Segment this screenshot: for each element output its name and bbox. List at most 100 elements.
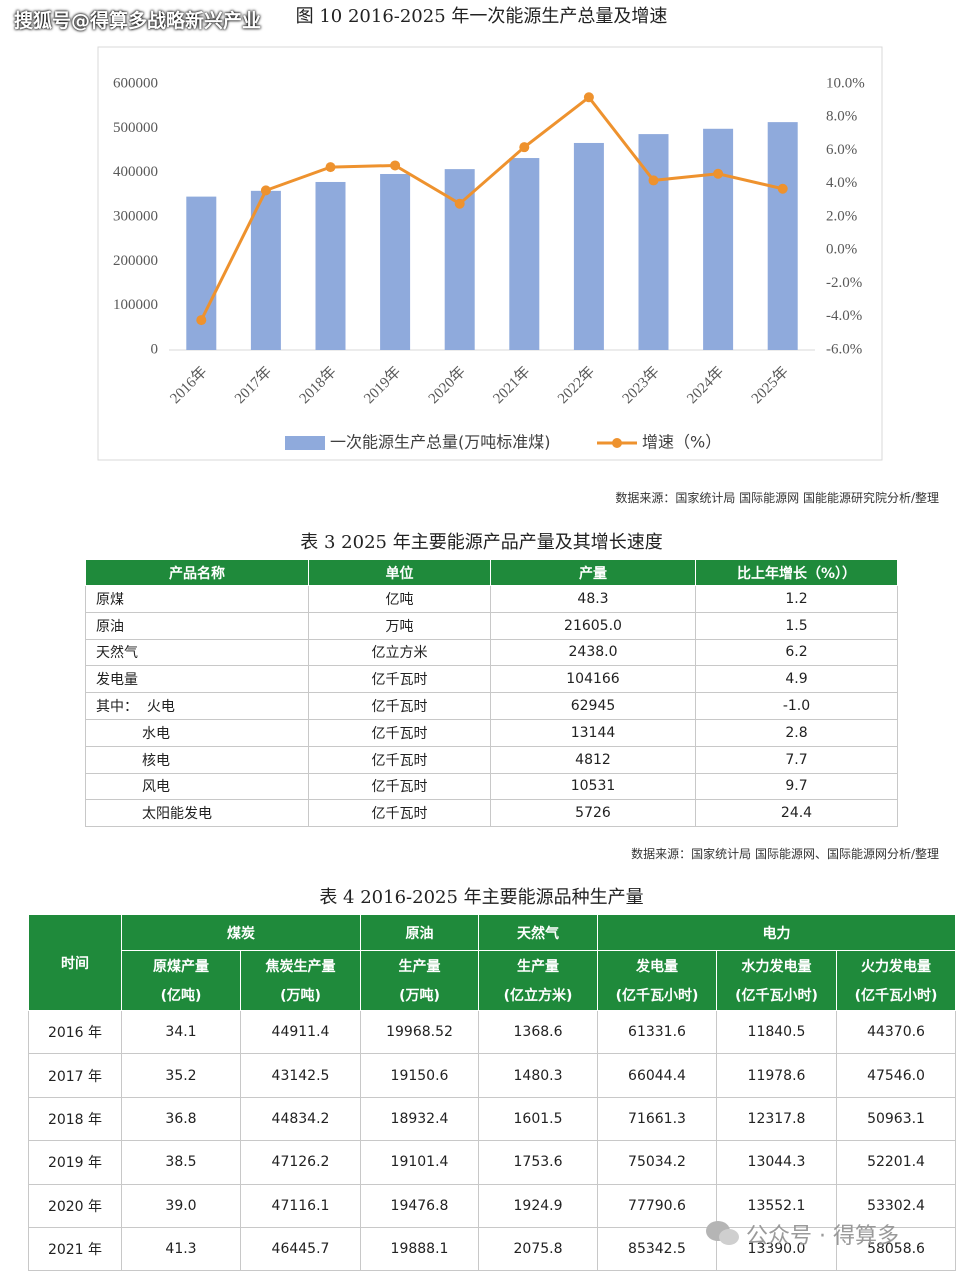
table-cell: 1601.5 bbox=[478, 1096, 598, 1142]
table-cell: 52201.4 bbox=[835, 1140, 957, 1185]
x-tick-label: 2025年 bbox=[748, 363, 792, 407]
x-tick-label: 2021年 bbox=[490, 363, 534, 407]
table-cell: 13144 bbox=[490, 718, 696, 747]
y2-tick-label: 2.0% bbox=[826, 208, 857, 224]
table-cell: 1924.9 bbox=[478, 1183, 598, 1228]
line bbox=[199, 95, 784, 321]
table-cell: 43142.5 bbox=[240, 1053, 361, 1098]
table-cell: 2017 年 bbox=[28, 1053, 122, 1098]
header-cell: 原油 bbox=[360, 914, 479, 951]
table-cell: 2016 年 bbox=[28, 1009, 122, 1055]
table-cell: 62945 bbox=[490, 692, 696, 720]
table-cell: 核电 bbox=[85, 745, 309, 774]
column-unit: (万吨) bbox=[399, 988, 440, 1004]
table-cell: 2075.8 bbox=[478, 1226, 598, 1272]
bar bbox=[509, 158, 540, 350]
table-cell: 2021 年 bbox=[28, 1226, 122, 1272]
table-cell: 53302.4 bbox=[835, 1183, 957, 1228]
x-tick-label: 2024年 bbox=[684, 363, 728, 407]
table-cell: 2019 年 bbox=[28, 1140, 122, 1185]
table-cell: 4.9 bbox=[695, 665, 898, 694]
table: 时间 煤炭 原油 天然气 电力 原煤产量 (亿吨) 焦炭生产量 (万吨) 生产量 (万吨) 生产量 (亿… bbox=[28, 914, 957, 1272]
table-cell: 太阳能发电 bbox=[85, 799, 309, 828]
line-marker bbox=[196, 315, 207, 326]
bar bbox=[186, 196, 217, 350]
table-cell: 1753.6 bbox=[478, 1140, 598, 1185]
x-tick-label: 2018年 bbox=[296, 363, 340, 407]
table-cell: 亿立方米 bbox=[308, 638, 491, 667]
watermark: 搜狐号@得算多战略新兴产业 bbox=[14, 10, 262, 32]
table-cell: 24.4 bbox=[695, 799, 898, 828]
table-cell: 50963.1 bbox=[835, 1096, 957, 1142]
table-row: 2018 年 36.8 44834.2 18932.4 1601.5 71661.3 123… bbox=[28, 1096, 957, 1142]
figure-title: 图 10 2016-2025 年一次能源生产总量及增速 bbox=[295, 6, 668, 27]
table-row: 天然气 亿立方米 2438.0 6.2 bbox=[85, 638, 898, 667]
column-unit: (万吨) bbox=[280, 988, 321, 1004]
column-unit: (亿千瓦小时) bbox=[735, 988, 818, 1004]
line-marker bbox=[325, 162, 336, 173]
column-name: 生产量 bbox=[517, 959, 559, 975]
legend-swatch bbox=[285, 436, 325, 450]
table-cell: 19476.8 bbox=[360, 1183, 479, 1228]
x-tick-label: 2017年 bbox=[231, 363, 275, 407]
header-row: 产品名称 单位 产量 比上年增长（%）） bbox=[85, 559, 898, 586]
line-marker bbox=[713, 168, 724, 179]
table-cell: 万吨 bbox=[308, 611, 491, 640]
table-cell: 46445.7 bbox=[240, 1226, 361, 1272]
y2-tick-label: 0.0% bbox=[826, 242, 857, 258]
table-cell: 2438.0 bbox=[490, 638, 696, 667]
watermark: 公众号 · 得算多 bbox=[746, 1224, 899, 1249]
y2-tick-label: -4.0% bbox=[826, 308, 862, 324]
column-unit: (亿千瓦小时) bbox=[854, 988, 938, 1004]
table-cell: 34.1 bbox=[121, 1009, 241, 1055]
x-tick-label: 2020年 bbox=[425, 363, 469, 407]
legend-label: 增速（%） bbox=[642, 433, 721, 452]
table-cell: 77790.6 bbox=[597, 1183, 717, 1228]
bar bbox=[767, 122, 798, 350]
table-cell: 39.0 bbox=[121, 1183, 241, 1228]
bar bbox=[573, 142, 604, 350]
header-cell: 产品名称 bbox=[85, 559, 309, 586]
header-cell: 生产量 (万吨) bbox=[360, 950, 479, 1011]
table-cell: 其中： 火电 bbox=[85, 692, 309, 720]
header-cell: 原煤产量 (亿吨) bbox=[121, 950, 241, 1011]
table-cell: 13552.1 bbox=[716, 1183, 837, 1228]
column-unit: (亿吨) bbox=[160, 988, 202, 1004]
header-cell: 产量 bbox=[490, 559, 696, 586]
y-tick-label: 0 bbox=[151, 341, 159, 357]
table-cell: 75034.2 bbox=[597, 1140, 717, 1185]
table-cell: 11978.6 bbox=[716, 1053, 837, 1098]
table-row: 原油 万吨 21605.0 1.5 bbox=[85, 611, 898, 640]
table-row: 核电 亿千瓦时 4812 7.7 bbox=[85, 745, 898, 774]
bar bbox=[315, 181, 346, 350]
y-tick-label: 500000 bbox=[113, 120, 158, 136]
table-cell: 36.8 bbox=[121, 1096, 241, 1142]
table-row: 水电 亿千瓦时 13144 2.8 bbox=[85, 718, 898, 747]
table-cell: 11840.5 bbox=[716, 1009, 837, 1055]
bar bbox=[703, 128, 734, 350]
header-cell: 水力发电量 (亿千瓦小时) bbox=[716, 950, 837, 1011]
table-cell: 1.2 bbox=[695, 585, 898, 613]
legend-label: 一次能源生产总量(万吨标准煤) bbox=[330, 433, 551, 452]
table-cell: 原煤 bbox=[85, 585, 309, 613]
table-cell: 亿千瓦时 bbox=[308, 745, 491, 774]
table-row: 风电 亿千瓦时 10531 9.7 bbox=[85, 772, 898, 801]
y2-tick-label: 10.0% bbox=[826, 75, 865, 91]
bar bbox=[250, 190, 281, 350]
table-cell: -1.0 bbox=[695, 692, 898, 720]
table-cell: 原油 bbox=[85, 611, 309, 640]
line-marker bbox=[519, 142, 530, 153]
source-note: 数据来源：国家统计局 国际能源网、国际能源网分析/整理 bbox=[631, 847, 939, 861]
table-cell: 2020 年 bbox=[28, 1183, 122, 1228]
table-cell: 亿千瓦时 bbox=[308, 718, 491, 747]
table-cell: 48.3 bbox=[490, 585, 696, 613]
table-cell: 1480.3 bbox=[478, 1053, 598, 1098]
table-row: 2021 年 41.3 46445.7 19888.1 2075.8 85342.5 133… bbox=[28, 1226, 957, 1272]
y2-tick-label: 8.0% bbox=[826, 109, 857, 125]
table-cell: 61331.6 bbox=[597, 1009, 717, 1055]
table-cell: 85342.5 bbox=[597, 1226, 717, 1272]
table-cell: 58058.6 bbox=[835, 1226, 957, 1272]
table-cell: 7.7 bbox=[695, 745, 898, 774]
column-name: 焦炭生产量 bbox=[265, 959, 336, 975]
header-cell: 生产量 (亿立方米) bbox=[478, 950, 598, 1011]
